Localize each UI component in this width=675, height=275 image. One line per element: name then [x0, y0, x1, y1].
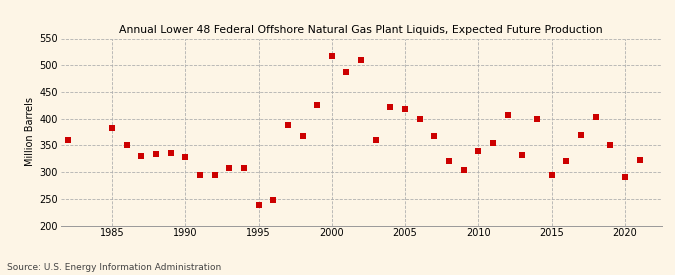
Point — [443, 159, 454, 164]
Point — [107, 125, 117, 130]
Point — [238, 166, 249, 170]
Point — [502, 113, 513, 117]
Point — [165, 151, 176, 156]
Point — [122, 143, 132, 148]
Point — [312, 103, 323, 108]
Title: Annual Lower 48 Federal Offshore Natural Gas Plant Liquids, Expected Future Prod: Annual Lower 48 Federal Offshore Natural… — [119, 25, 603, 35]
Point — [487, 141, 498, 145]
Point — [356, 58, 367, 62]
Point — [620, 175, 630, 180]
Point — [531, 116, 542, 121]
Point — [297, 134, 308, 138]
Point — [546, 172, 557, 177]
Point — [634, 158, 645, 163]
Point — [209, 172, 220, 177]
Point — [473, 148, 484, 153]
Point — [385, 105, 396, 109]
Text: Source: U.S. Energy Information Administration: Source: U.S. Energy Information Administ… — [7, 263, 221, 272]
Point — [224, 166, 235, 170]
Point — [458, 168, 469, 173]
Point — [576, 133, 587, 137]
Point — [282, 123, 293, 127]
Point — [371, 138, 381, 142]
Point — [253, 203, 264, 207]
Point — [63, 138, 74, 142]
Point — [590, 114, 601, 119]
Point — [194, 172, 205, 177]
Y-axis label: Million Barrels: Million Barrels — [25, 98, 35, 166]
Point — [561, 159, 572, 164]
Point — [151, 152, 161, 157]
Point — [180, 155, 191, 159]
Point — [268, 198, 279, 203]
Point — [400, 107, 410, 111]
Point — [429, 134, 440, 138]
Point — [605, 143, 616, 148]
Point — [517, 153, 528, 157]
Point — [414, 116, 425, 121]
Point — [136, 154, 146, 158]
Point — [341, 70, 352, 74]
Point — [327, 54, 338, 58]
